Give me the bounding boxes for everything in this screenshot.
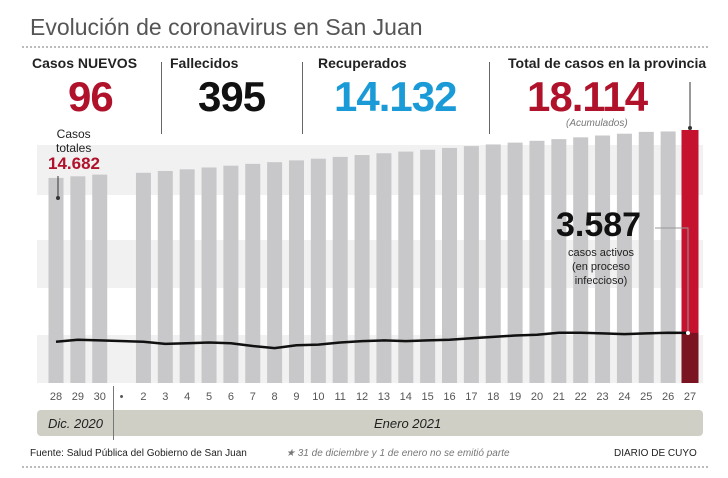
- bar: [135, 172, 151, 383]
- total-label: Total de casos en la provincia: [508, 55, 707, 71]
- x-tick-label: 15: [422, 391, 434, 403]
- x-tick-label: 9: [293, 391, 299, 403]
- x-tick-label: 2: [140, 391, 146, 403]
- acumulados-note: (Acumulados): [566, 118, 628, 129]
- separator: [302, 62, 303, 134]
- activos-caption: casos activos (en proceso infeccioso): [560, 246, 642, 288]
- x-tick-label: 29: [72, 391, 84, 403]
- separator: [489, 62, 490, 134]
- bar: [507, 142, 523, 383]
- x-tick-label: •: [120, 391, 124, 403]
- bar: [398, 151, 414, 383]
- footnote: ★ 31 de diciembre y 1 de enero no se emi…: [286, 448, 510, 459]
- x-tick-label: 20: [531, 391, 543, 403]
- x-tick-label: 30: [94, 391, 106, 403]
- bar: [529, 140, 545, 383]
- bar: [573, 137, 589, 383]
- bar: [223, 165, 239, 383]
- x-tick-label: 28: [50, 391, 62, 403]
- separator: [161, 62, 162, 134]
- bar: [660, 131, 676, 383]
- bar: [420, 149, 436, 383]
- x-tick-label: 14: [400, 391, 412, 403]
- x-tick-label: 12: [356, 391, 368, 403]
- bar: [288, 160, 304, 383]
- divider-bottom: [22, 466, 708, 468]
- bar: [310, 158, 326, 383]
- divider-top: [22, 46, 708, 48]
- pointer-dot: [56, 196, 60, 200]
- bar: [157, 170, 173, 383]
- casos-totales-label-line: Casos: [56, 127, 91, 141]
- bar: [267, 162, 283, 383]
- fallecidos-label: Fallecidos: [170, 55, 239, 71]
- bar: [376, 153, 392, 383]
- month-label-dic: Dic. 2020: [48, 416, 103, 431]
- casos-totales-label-line: totales: [56, 141, 92, 155]
- x-tick-label: 27: [684, 391, 696, 403]
- recuperados-label: Recuperados: [318, 55, 407, 71]
- x-tick-label: 13: [378, 391, 390, 403]
- bar: [179, 169, 195, 383]
- x-tick-label: 5: [206, 391, 212, 403]
- bar: [48, 177, 64, 383]
- casos-totales-label: Casos totales: [56, 127, 91, 155]
- x-tick-label: 21: [553, 391, 565, 403]
- x-tick-label: 22: [575, 391, 587, 403]
- x-tick-label: 18: [487, 391, 499, 403]
- x-tick-label: 7: [250, 391, 256, 403]
- bar: [332, 156, 348, 383]
- bar: [92, 174, 108, 383]
- x-tick-label: 17: [465, 391, 477, 403]
- page-title: Evolución de coronavirus en San Juan: [30, 14, 423, 40]
- x-tick-label: 8: [272, 391, 278, 403]
- x-tick-label: 24: [618, 391, 630, 403]
- activos-caption-line: (en proceso: [571, 261, 631, 273]
- x-tick-label: 6: [228, 391, 234, 403]
- bar: [354, 155, 370, 383]
- activos-caption-line: casos activos: [567, 247, 635, 259]
- bar: [681, 130, 699, 383]
- bar: [551, 139, 567, 383]
- activos-caption-line: infeccioso): [574, 275, 628, 287]
- x-tick-label: 4: [184, 391, 190, 403]
- source-text: Fuente: Salud Pública del Gobierno de Sa…: [30, 448, 247, 459]
- bar: [595, 135, 611, 383]
- bar: [201, 167, 217, 383]
- recuperados-value: 14.132: [334, 73, 457, 120]
- total-value: 18.114: [527, 73, 648, 120]
- x-tick-label: 3: [162, 391, 168, 403]
- x-tick-label: 19: [509, 391, 521, 403]
- month-label-enero: Enero 2021: [374, 416, 442, 431]
- month-band: [37, 410, 703, 436]
- bar: [616, 133, 632, 383]
- pointer-dot: [686, 331, 690, 335]
- casos-totales-value: 14.682: [48, 154, 100, 173]
- nuevos-value: 96: [68, 73, 114, 120]
- x-tick-label: 11: [334, 391, 345, 403]
- bar: [70, 176, 86, 383]
- x-tick-label: 26: [662, 391, 674, 403]
- activos-value: 3.587: [556, 206, 642, 244]
- active-cases-line: [55, 331, 691, 350]
- x-tick-label: 16: [443, 391, 455, 403]
- brand-credit: DIARIO DE CUYO: [614, 448, 697, 459]
- bar: [463, 146, 479, 383]
- month-divider: [113, 386, 114, 440]
- bar: [638, 131, 654, 383]
- x-tick-label: 10: [312, 391, 324, 403]
- pointer-dot: [688, 126, 692, 130]
- bar: [442, 147, 458, 383]
- bar-active-segment: [681, 332, 699, 383]
- bar: [485, 144, 501, 383]
- activos-pointer: [655, 227, 689, 333]
- fallecidos-value: 395: [198, 73, 266, 120]
- x-tick-label: 23: [596, 391, 608, 403]
- x-tick-label: 25: [640, 391, 652, 403]
- bar: [245, 163, 261, 383]
- nuevos-label: Casos NUEVOS: [32, 55, 138, 71]
